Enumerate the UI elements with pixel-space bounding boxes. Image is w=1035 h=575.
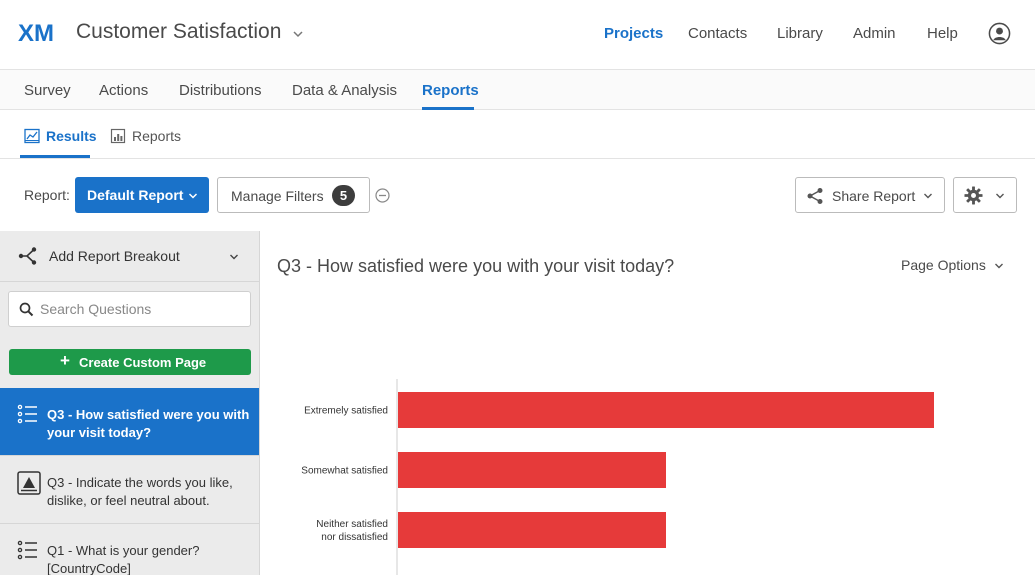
project-title[interactable]: Customer Satisfaction	[76, 20, 282, 43]
nav-contacts[interactable]: Contacts	[688, 25, 748, 42]
user-account-icon[interactable]	[988, 22, 1011, 45]
xm-logo-text: XM	[18, 20, 54, 47]
question-label: Q3 - Indicate the words you like, dislik…	[47, 475, 233, 508]
chevron-down-icon	[188, 193, 198, 199]
chevron-down-icon[interactable]	[292, 28, 304, 40]
chart-category-label: Somewhat satisfied	[301, 466, 388, 477]
gear-icon	[964, 186, 983, 205]
tab-reports[interactable]: Reports	[422, 82, 479, 99]
tab-data-analysis[interactable]: Data & Analysis	[292, 82, 398, 99]
top-bar: XM Customer Satisfaction Projects Contac…	[0, 0, 1035, 70]
share-icon	[807, 188, 823, 204]
remove-filter-icon[interactable]	[375, 188, 390, 203]
chevron-down-icon[interactable]	[994, 261, 1004, 271]
plus-icon: +	[60, 351, 70, 370]
nav-help[interactable]: Help	[927, 25, 958, 42]
report-main-panel: Q3 - How satisfied were you with your vi…	[261, 231, 1035, 575]
share-report-label: Share Report	[832, 188, 916, 204]
chart-category-label: Extremely satisfied	[304, 406, 388, 417]
question-title: Q3 - How satisfied were you with your vi…	[277, 256, 675, 276]
manage-filters-button[interactable]: Manage Filters 5	[217, 177, 370, 213]
question-sidebar: Add Report Breakout + Create Custom Page…	[0, 231, 260, 575]
subtab-results[interactable]: Results	[46, 128, 97, 144]
manage-filters-label: Manage Filters	[231, 188, 324, 204]
breakout-icon	[18, 247, 37, 265]
report-settings-button[interactable]	[953, 177, 1017, 213]
tab-survey[interactable]: Survey	[24, 82, 71, 99]
chart-bar[interactable]	[398, 452, 666, 488]
chevron-down-icon	[230, 254, 238, 260]
chart-category-label: Neither satisfied nor dissatisfied	[316, 519, 388, 543]
create-custom-page-button[interactable]: + Create Custom Page	[9, 349, 251, 375]
default-report-label: Default Report	[87, 187, 184, 203]
search-questions-box	[8, 291, 251, 327]
multiple-choice-icon	[17, 404, 37, 424]
active-tab-indicator	[422, 107, 474, 110]
add-report-breakout-label: Add Report Breakout	[49, 248, 180, 264]
filter-count-badge: 5	[332, 185, 355, 206]
xm-logo[interactable]: XM	[18, 19, 60, 47]
report-subtabs: Results Reports	[0, 110, 1035, 159]
subtab-reports[interactable]: Reports	[132, 128, 182, 144]
chevron-down-icon	[924, 193, 932, 199]
active-subtab-indicator	[20, 155, 90, 158]
nav-projects[interactable]: Projects	[604, 25, 664, 42]
nav-admin[interactable]: Admin	[853, 25, 896, 42]
add-report-breakout[interactable]: Add Report Breakout	[0, 231, 259, 282]
chevron-down-icon	[996, 193, 1004, 199]
tab-distributions[interactable]: Distributions	[179, 82, 262, 99]
search-questions-input[interactable]	[40, 299, 240, 319]
page-options-dropdown[interactable]: Page Options	[901, 257, 986, 273]
question-label: Q1 - What is your gender? [CountryCode]	[47, 543, 200, 575]
report-bar-icon[interactable]	[110, 128, 126, 144]
question-item-q3-satisfaction[interactable]: Q3 - How satisfied were you with your vi…	[0, 388, 259, 456]
report-label: Report:	[24, 187, 70, 203]
tab-actions[interactable]: Actions	[99, 82, 149, 99]
default-report-dropdown[interactable]: Default Report	[75, 177, 209, 213]
question-label: Q3 - How satisfied were you with your vi…	[47, 407, 250, 440]
question-item-q3-words[interactable]: Q3 - Indicate the words you like, dislik…	[0, 456, 259, 524]
chart-bar[interactable]	[398, 512, 666, 548]
multiple-choice-icon	[17, 540, 37, 560]
search-icon	[19, 302, 34, 317]
results-chart-icon[interactable]	[24, 128, 40, 144]
chart-bar[interactable]	[398, 392, 934, 428]
question-item-q1-gender[interactable]: Q1 - What is your gender? [CountryCode]	[0, 524, 259, 575]
share-report-button[interactable]: Share Report	[795, 177, 945, 213]
nav-library[interactable]: Library	[777, 25, 823, 42]
bar-chart: Extremely satisfied Somewhat satisfied Nei…	[301, 379, 934, 575]
project-tabs: Survey Actions Distributions Data & Anal…	[0, 70, 1035, 110]
highlight-icon	[17, 471, 41, 495]
create-custom-page-label: Create Custom Page	[79, 355, 207, 370]
